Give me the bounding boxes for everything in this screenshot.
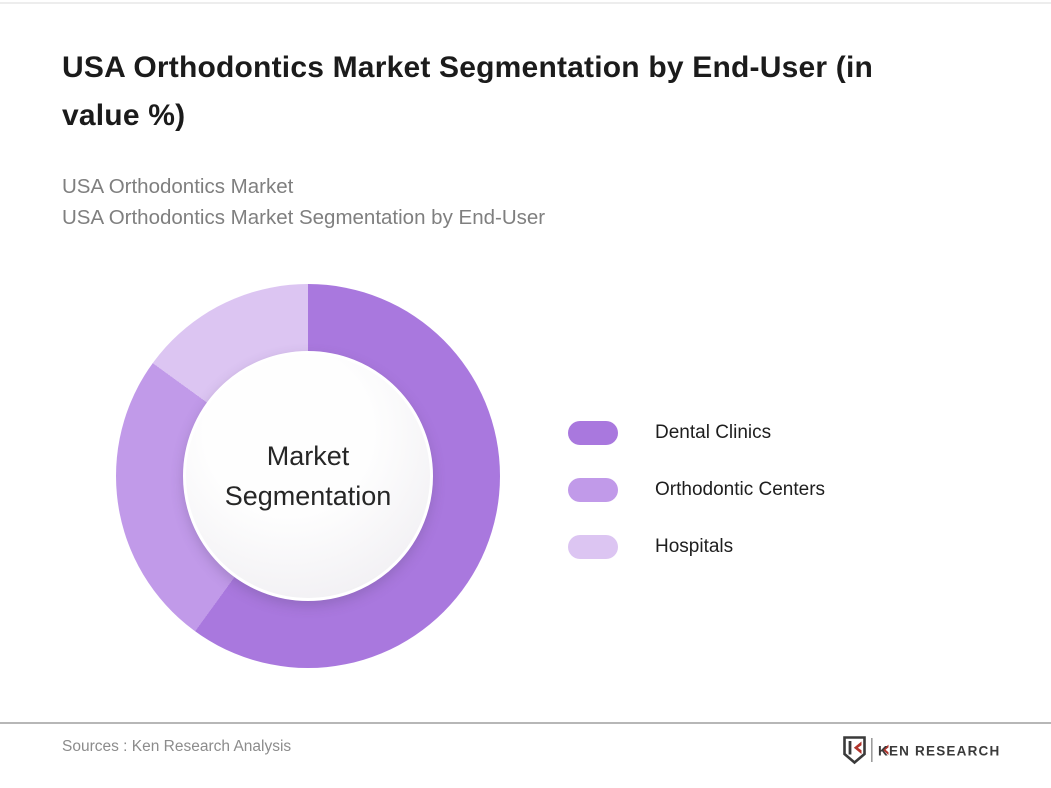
footer-divider xyxy=(0,722,1051,724)
logo-shield-k-icon xyxy=(843,736,866,765)
legend-item-dental-clinics: Dental Clinics xyxy=(568,421,825,445)
logo-brand-text: KEN RESEARCH xyxy=(878,744,999,759)
donut-center-label: Market Segmentation xyxy=(224,441,392,511)
legend-swatch xyxy=(568,478,618,502)
sources-text: Sources : Ken Research Analysis xyxy=(62,738,292,755)
legend-label: Orthodontic Centers xyxy=(655,479,826,500)
legend-item-hospitals: Hospitals xyxy=(568,535,825,559)
legend-item-orthodontic-centers: Orthodontic Centers xyxy=(568,478,825,502)
subtitle-line-1: USA Orthodontics Market xyxy=(62,175,294,198)
donut-chart: Market Segmentation xyxy=(116,284,500,668)
slide-top-border xyxy=(0,2,1051,4)
legend-swatch xyxy=(568,421,618,445)
chart-legend: Dental Clinics Orthodontic Centers Hospi… xyxy=(568,421,825,592)
subtitle-block: USA Orthodontics Market USA Orthodontics… xyxy=(62,171,545,233)
subtitle-line-2: USA Orthodontics Market Segmentation by … xyxy=(62,206,546,229)
legend-label: Dental Clinics xyxy=(655,422,772,443)
legend-swatch xyxy=(568,535,618,559)
ken-research-logo: KEN RESEARCH xyxy=(843,736,999,765)
donut-center: Market Segmentation xyxy=(183,351,433,601)
logo-separator xyxy=(871,738,873,762)
page-title: USA Orthodontics Market Segmentation by … xyxy=(62,51,874,132)
legend-label: Hospitals xyxy=(655,536,734,557)
logo-k-accent-notch xyxy=(885,747,889,753)
